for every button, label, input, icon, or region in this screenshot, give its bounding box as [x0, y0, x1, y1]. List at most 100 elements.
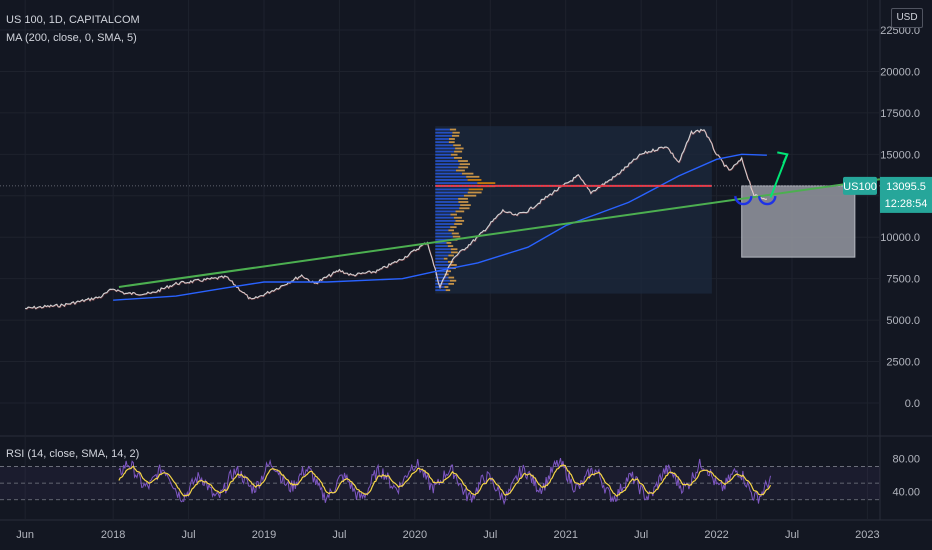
- price-tick-label: 15000.0: [880, 149, 920, 161]
- price-tick-label: 10000.0: [880, 232, 920, 244]
- volume-bar-down: [455, 210, 465, 213]
- volume-bar-up: [435, 251, 452, 254]
- trendline: [118, 178, 881, 288]
- volume-bar-up: [435, 134, 453, 137]
- volume-bar-up: [435, 179, 468, 181]
- volume-bar-down: [449, 128, 457, 131]
- volume-bar-up: [435, 270, 447, 273]
- volume-bar-up: [435, 166, 459, 169]
- volume-bar-down: [450, 248, 458, 251]
- volume-bar-up: [435, 242, 447, 244]
- volume-bar-up: [435, 191, 468, 194]
- volume-bar-down: [460, 204, 471, 207]
- price-tag-box: [880, 176, 932, 213]
- volume-bar-down: [445, 289, 451, 292]
- volume-bar-up: [435, 144, 454, 147]
- volume-bar-up: [435, 150, 455, 153]
- volume-bar-down: [448, 229, 455, 232]
- volume-bar-down: [453, 144, 461, 147]
- volume-bar-down: [447, 245, 454, 247]
- symbol-tag-box: [843, 176, 877, 195]
- volume-bar-down: [448, 282, 455, 285]
- price-tick-label: 22500.0: [880, 25, 920, 37]
- volume-bar-down: [454, 150, 463, 153]
- time-tick-label: Jul: [634, 529, 648, 541]
- volume-bar-down: [448, 276, 455, 279]
- volume-bar-up: [435, 156, 454, 159]
- symbol-tag: US100: [843, 181, 877, 193]
- price-tick-label: 2500.0: [886, 357, 920, 369]
- price-tick-label: 0.0: [905, 398, 920, 410]
- volume-bar-up: [435, 160, 459, 162]
- volume-bar-up: [435, 216, 454, 219]
- volume-bar-up: [435, 153, 451, 156]
- rsi-pane: [0, 457, 880, 506]
- volume-bar-down: [458, 201, 469, 203]
- time-tick-label: 2021: [553, 529, 577, 541]
- price-tick-label: 5000.0: [886, 315, 920, 327]
- volume-bar-up: [435, 260, 449, 263]
- currency-button[interactable]: USD: [891, 8, 923, 28]
- volume-bar-up: [435, 264, 451, 266]
- volume-bar-up: [435, 257, 444, 260]
- volume-bar-down: [448, 260, 454, 263]
- time-tick-label: Jul: [182, 529, 196, 541]
- volume-bar-up: [435, 210, 456, 213]
- volume-bar-down: [444, 286, 449, 288]
- time-tick-label: 2019: [252, 529, 276, 541]
- time-tick-label: 2018: [101, 529, 125, 541]
- volume-bar-down: [453, 216, 462, 219]
- volume-bar-down: [449, 279, 457, 282]
- volume-bar-up: [435, 229, 449, 232]
- rsi-legend[interactable]: RSI (14, close, SMA, 14, 2): [6, 448, 140, 460]
- volume-bar-up: [435, 213, 451, 216]
- volume-bar-up: [435, 248, 451, 251]
- time-tick-label: 2023: [855, 529, 879, 541]
- volume-bar-up: [435, 219, 456, 222]
- rsi-tick-label: 80.00: [892, 453, 920, 465]
- volume-bar-down: [458, 197, 468, 200]
- volume-bar-up: [435, 273, 445, 276]
- volume-bar-down: [459, 163, 470, 166]
- time-tick-label: 2022: [704, 529, 728, 541]
- volume-bar-up: [435, 223, 455, 225]
- axes: 22500.020000.017500.015000.012500.010000…: [16, 25, 932, 541]
- price-tag-value: 13095.5: [886, 181, 926, 193]
- volume-bar-down: [451, 232, 459, 235]
- volume-bar-up: [435, 254, 449, 257]
- volume-bar-up: [435, 235, 453, 238]
- time-tick-label: Jul: [785, 529, 799, 541]
- volume-bar-down: [450, 153, 458, 156]
- volume-bar-up: [435, 245, 448, 247]
- volume-bar-down: [446, 242, 452, 244]
- time-tick-label: Jul: [483, 529, 497, 541]
- double-bottom-arc: [734, 195, 753, 206]
- price-series-line: [25, 128, 768, 310]
- volume-bar-up: [435, 289, 446, 292]
- price-layer: [25, 128, 768, 310]
- price-tag-countdown: 12:28:54: [885, 198, 928, 210]
- time-tick-label: Jul: [332, 529, 346, 541]
- price-series-shadow: [25, 129, 768, 310]
- volume-bar-up: [435, 163, 460, 166]
- volume-bar-up: [435, 188, 469, 191]
- volume-bar-down: [477, 182, 496, 184]
- volume-bar-down: [458, 166, 469, 169]
- volume-bar-up: [435, 131, 453, 134]
- volume-bar-up: [435, 169, 457, 172]
- volume-bar-up: [435, 194, 464, 197]
- volume-bar-up: [435, 238, 451, 241]
- volume-bar-down: [450, 213, 457, 216]
- volume-bar-down: [455, 147, 464, 150]
- volume-bar-up: [435, 147, 456, 150]
- volume-bar-down: [450, 226, 457, 229]
- volume-bar-up: [435, 141, 449, 144]
- symbol-legend[interactable]: US 100, 1D, CAPITALCOM: [6, 14, 140, 26]
- price-tick-label: 17500.0: [880, 108, 920, 120]
- volume-bar-down: [446, 270, 452, 273]
- volume-profile: [435, 128, 496, 292]
- volume-bar-down: [455, 219, 465, 222]
- volume-bar-down: [452, 134, 460, 137]
- ma-legend[interactable]: MA (200, close, 0, SMA, 5): [6, 32, 137, 44]
